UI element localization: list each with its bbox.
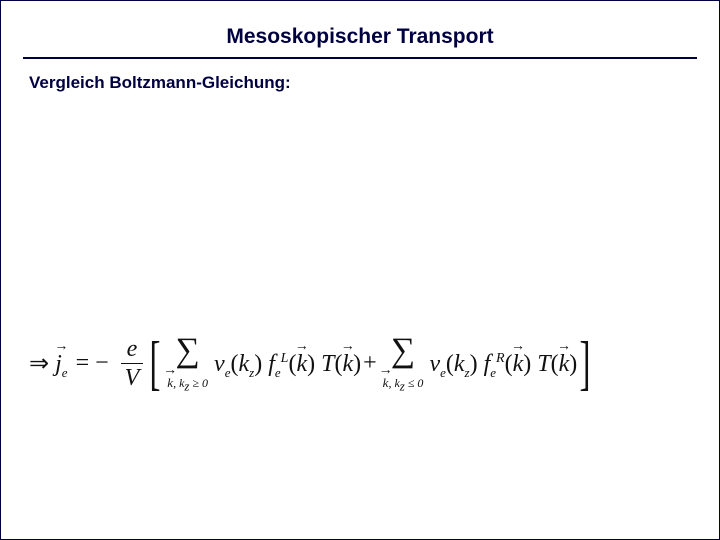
equals-minus: = −: [76, 350, 109, 377]
vsub1: e: [225, 365, 231, 380]
vector-je: je: [55, 345, 67, 381]
kzsub2: z: [465, 365, 470, 380]
subtitle: Vergleich Boltzmann-Gleichung:: [29, 73, 697, 93]
lim-k1: k: [167, 375, 173, 390]
kz1: k: [238, 351, 249, 377]
kz2: k: [454, 351, 465, 377]
k2b: k: [559, 351, 570, 377]
sum-right: ∑ k, kz ≤ 0: [383, 334, 424, 392]
lim-kzsub1: z: [184, 378, 189, 393]
title-rule: [23, 57, 697, 59]
sum-right-limits: k, kz ≤ 0: [383, 370, 424, 392]
f1: f: [268, 351, 275, 377]
fL: L: [281, 351, 289, 366]
sigma-icon: ∑: [176, 334, 200, 368]
term-right: ve(kz) feR(k) T(k): [429, 345, 577, 381]
right-bracket: ]: [580, 333, 591, 393]
left-bracket: [: [150, 333, 161, 393]
T2: T: [537, 351, 550, 377]
kzsub1: z: [249, 365, 254, 380]
k2: k: [513, 351, 524, 377]
var-j: j: [55, 351, 62, 377]
vsub2: e: [440, 365, 446, 380]
term-left: ve(kz) feL(k) T(k): [214, 345, 361, 381]
k1b: k: [342, 351, 353, 377]
lim-kzsub2: z: [400, 378, 405, 393]
slide-frame: Mesoskopischer Transport Vergleich Boltz…: [0, 0, 720, 540]
plus: +: [363, 350, 377, 377]
lim-k2: k: [383, 375, 389, 390]
denom-V: V: [125, 364, 140, 390]
sigma-icon-2: ∑: [391, 334, 415, 368]
v1: v: [214, 351, 225, 377]
sum-left-limits: k, kz ≥ 0: [167, 370, 208, 392]
page-title: Mesoskopischer Transport: [23, 25, 697, 49]
numer-e: e: [121, 337, 144, 364]
sub-je: e: [62, 365, 68, 380]
T1: T: [321, 351, 334, 377]
fR: R: [496, 351, 505, 366]
k1: k: [296, 351, 307, 377]
equation-je: ⇒ je = − e V [ ∑ k, kz ≥ 0 ve(kz) feL(k)…: [29, 333, 697, 393]
sum-left: ∑ k, kz ≥ 0: [167, 334, 208, 392]
implies-symbol: ⇒: [29, 349, 49, 378]
fsub2: e: [490, 365, 496, 380]
v2: v: [429, 351, 440, 377]
fsub1: e: [275, 365, 281, 380]
frac-e-over-V: e V: [121, 337, 144, 390]
